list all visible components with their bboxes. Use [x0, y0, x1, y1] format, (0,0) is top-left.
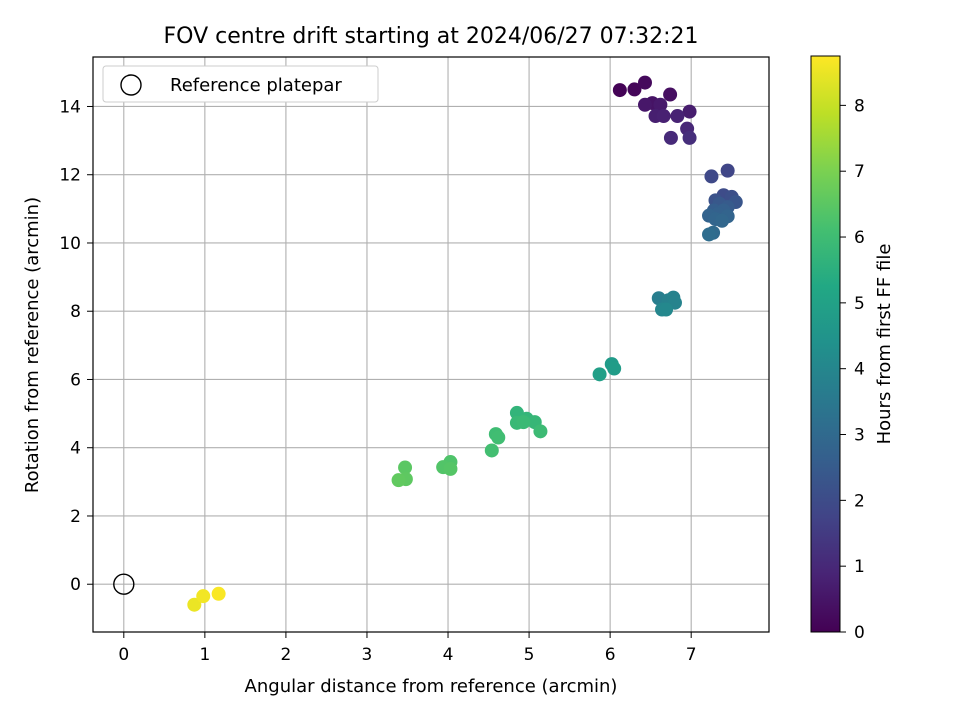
data-point [656, 109, 671, 124]
x-tick-label: 5 [524, 645, 535, 665]
colorbar-tick-label: 4 [854, 360, 865, 380]
y-tick-label: 10 [59, 234, 81, 254]
y-ticks: 0 2 4 6 8 10 12 14 [59, 97, 93, 595]
y-tick-label: 4 [70, 439, 81, 459]
colorbar-tick-label: 7 [854, 162, 865, 182]
legend-box [102, 65, 379, 103]
x-tick-label: 4 [443, 645, 454, 665]
colorbar [810, 55, 841, 633]
data-point [637, 75, 652, 90]
data-point [612, 83, 627, 98]
data-point [187, 597, 202, 612]
data-point [211, 586, 226, 601]
scatter-points [187, 75, 743, 612]
reference-platepar-point [113, 573, 135, 595]
data-point [682, 104, 697, 119]
data-point [516, 415, 531, 430]
chart-title: FOV centre drift starting at 2024/06/27 … [164, 24, 699, 49]
data-point [659, 302, 674, 317]
data-point [663, 87, 678, 102]
legend-marker [120, 74, 142, 96]
y-tick-label: 8 [70, 302, 81, 322]
colorbar-tick-label: 6 [854, 228, 865, 248]
x-tick-label: 0 [118, 645, 129, 665]
legend: Reference platepar [102, 65, 379, 103]
data-point [720, 163, 735, 178]
data-point [714, 213, 729, 228]
data-point [637, 97, 652, 112]
data-point [484, 443, 499, 458]
data-point [491, 430, 506, 445]
colorbar-ticks: 0 1 2 3 4 5 6 7 8 [840, 96, 865, 643]
colorbar-tick-label: 1 [854, 557, 865, 577]
y-tick-label: 0 [70, 575, 81, 595]
data-point [196, 589, 211, 604]
colorbar-tick-label: 8 [854, 96, 865, 116]
data-point [607, 361, 622, 376]
x-tick-label: 3 [362, 645, 373, 665]
colorbar-tick-label: 0 [854, 623, 865, 643]
data-point [398, 460, 413, 475]
y-tick-label: 6 [70, 370, 81, 390]
y-tick-label: 2 [70, 507, 81, 527]
x-tick-label: 1 [199, 645, 210, 665]
colorbar-tick-label: 2 [854, 491, 865, 511]
x-tick-label: 6 [605, 645, 616, 665]
legend-label: Reference platepar [170, 75, 342, 96]
y-tick-label: 12 [59, 166, 81, 186]
x-ticks: 0 1 2 3 4 5 6 7 [118, 632, 697, 665]
data-point [704, 169, 719, 184]
data-point [443, 461, 458, 476]
data-point [627, 82, 642, 97]
y-tick-label: 14 [59, 97, 81, 117]
reference-marker [113, 573, 135, 595]
plot-area [92, 56, 770, 633]
x-tick-label: 2 [280, 645, 291, 665]
colorbar-tick-label: 5 [854, 294, 865, 314]
colorbar-tick-label: 3 [854, 426, 865, 446]
data-point [670, 109, 685, 124]
data-point [592, 367, 607, 382]
data-point [663, 130, 678, 145]
colorbar-label: Hours from first FF file [874, 244, 895, 445]
data-point [391, 473, 406, 488]
data-point [682, 130, 697, 145]
x-axis-label: Angular distance from reference (arcmin) [245, 676, 618, 697]
x-tick-label: 7 [686, 645, 697, 665]
data-point [533, 424, 548, 439]
y-axis-label: Rotation from reference (arcmin) [22, 197, 43, 493]
data-point [653, 97, 668, 112]
data-point [702, 227, 717, 242]
